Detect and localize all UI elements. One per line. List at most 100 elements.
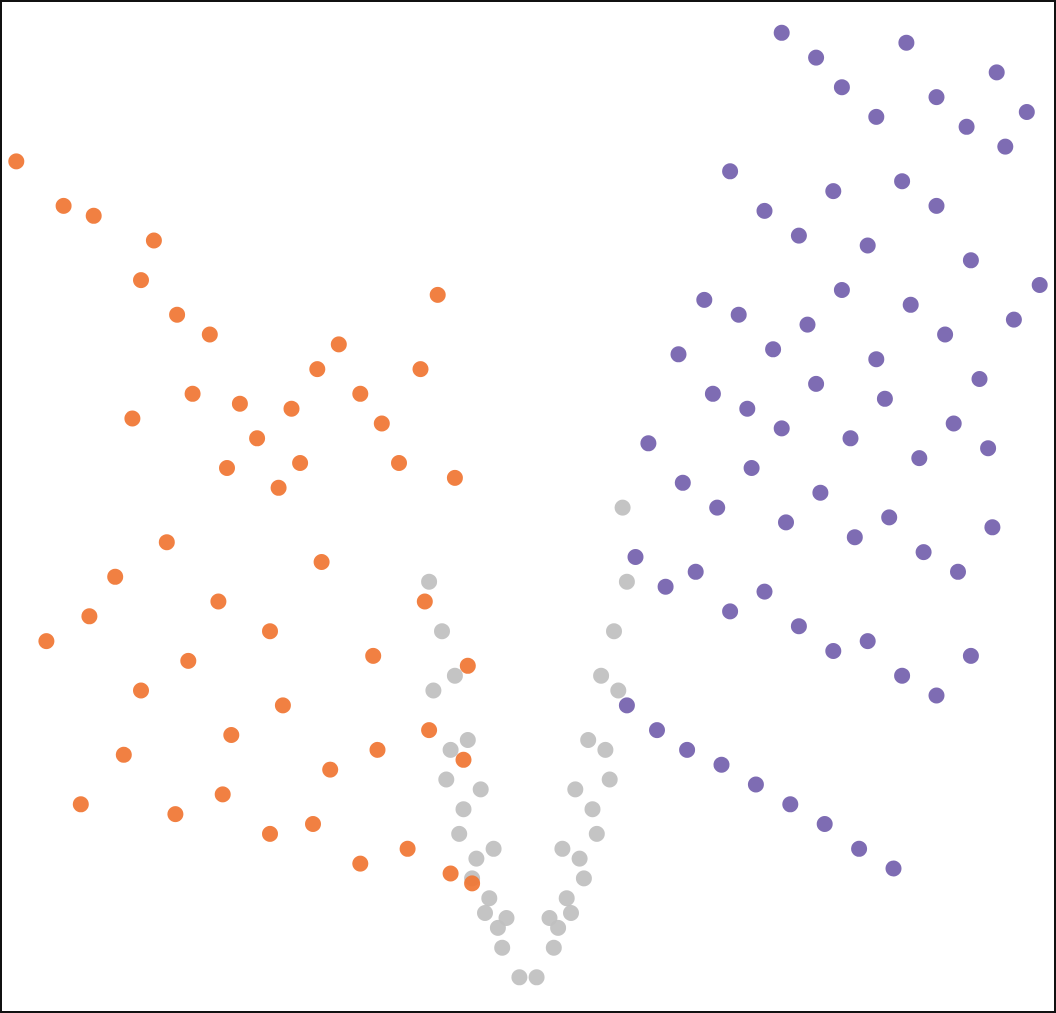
point-up bbox=[799, 316, 816, 333]
point-down bbox=[201, 326, 218, 343]
point-ns bbox=[511, 969, 528, 986]
point-up bbox=[825, 183, 842, 200]
point-down bbox=[145, 232, 162, 249]
point-up bbox=[984, 519, 1001, 536]
point-up bbox=[722, 163, 739, 180]
point-up bbox=[885, 860, 902, 877]
point-ns bbox=[442, 741, 459, 758]
point-up bbox=[743, 460, 760, 476]
point-up bbox=[713, 756, 730, 773]
point-ns bbox=[446, 667, 463, 684]
point-down bbox=[133, 682, 149, 699]
point-down bbox=[180, 652, 197, 669]
point-down bbox=[373, 415, 390, 432]
point-up bbox=[765, 341, 782, 358]
point-down bbox=[464, 875, 481, 892]
point-ns bbox=[489, 919, 506, 936]
point-up bbox=[894, 667, 911, 684]
point-ns bbox=[451, 825, 468, 842]
point-ns bbox=[477, 905, 493, 921]
point-up bbox=[670, 346, 687, 363]
point-down bbox=[133, 272, 149, 289]
point-down bbox=[55, 197, 72, 214]
point-down bbox=[446, 469, 463, 486]
point-up bbox=[790, 227, 807, 244]
point-up bbox=[833, 79, 850, 96]
point-down bbox=[330, 336, 347, 353]
point-down bbox=[85, 207, 102, 224]
point-down bbox=[81, 608, 98, 625]
point-down bbox=[72, 796, 89, 813]
point-down bbox=[352, 385, 369, 402]
point-up bbox=[962, 647, 979, 664]
point-up bbox=[868, 108, 885, 125]
point-up bbox=[696, 291, 713, 308]
point-down bbox=[262, 825, 278, 842]
point-up bbox=[962, 252, 979, 269]
series-up bbox=[618, 24, 1048, 877]
point-up bbox=[812, 484, 829, 501]
series-down bbox=[8, 153, 481, 892]
point-up bbox=[816, 816, 833, 832]
point-ns bbox=[575, 870, 592, 887]
point-down bbox=[219, 460, 235, 476]
point-ns bbox=[597, 741, 614, 758]
point-down bbox=[352, 855, 369, 872]
point-down bbox=[391, 455, 407, 471]
point-up bbox=[808, 49, 825, 66]
point-down bbox=[313, 554, 330, 570]
point-up bbox=[898, 34, 915, 51]
point-ns bbox=[580, 732, 597, 748]
point-up bbox=[739, 400, 756, 417]
point-ns bbox=[601, 771, 618, 788]
point-up bbox=[756, 202, 773, 219]
point-down bbox=[115, 746, 132, 763]
point-ns bbox=[558, 890, 575, 907]
point-ns bbox=[563, 905, 579, 921]
point-up bbox=[928, 89, 945, 106]
point-up bbox=[950, 563, 966, 580]
point-up bbox=[876, 390, 893, 407]
point-down bbox=[442, 865, 459, 882]
point-up bbox=[618, 697, 635, 714]
point-ns bbox=[481, 890, 498, 907]
point-down bbox=[365, 647, 382, 664]
point-up bbox=[868, 351, 885, 368]
point-ns bbox=[584, 801, 601, 818]
point-down bbox=[214, 786, 231, 803]
point-down bbox=[8, 153, 25, 170]
point-down bbox=[231, 395, 248, 412]
point-down bbox=[309, 361, 326, 378]
point-up bbox=[958, 118, 975, 135]
point-up bbox=[773, 24, 790, 41]
point-ns bbox=[606, 623, 622, 640]
point-up bbox=[674, 474, 691, 491]
point-up bbox=[687, 563, 704, 580]
point-up bbox=[833, 282, 850, 298]
point-up bbox=[790, 618, 807, 635]
point-down bbox=[459, 657, 476, 674]
point-up bbox=[1031, 277, 1048, 293]
point-up bbox=[842, 430, 859, 447]
point-up bbox=[679, 741, 696, 758]
point-up bbox=[846, 529, 863, 546]
point-up bbox=[915, 544, 932, 561]
point-up bbox=[997, 138, 1014, 155]
point-up bbox=[1018, 104, 1035, 120]
point-ns bbox=[588, 825, 605, 842]
point-up bbox=[730, 306, 747, 323]
point-ns bbox=[554, 840, 571, 857]
point-ns bbox=[425, 682, 442, 699]
point-up bbox=[902, 296, 919, 313]
point-down bbox=[169, 306, 186, 323]
point-down bbox=[38, 633, 55, 650]
point-up bbox=[937, 326, 954, 343]
point-up bbox=[980, 440, 997, 457]
point-down bbox=[292, 455, 309, 471]
point-down bbox=[416, 593, 433, 610]
point-ns bbox=[485, 840, 502, 857]
point-ns bbox=[459, 732, 476, 748]
point-ns bbox=[550, 919, 567, 936]
